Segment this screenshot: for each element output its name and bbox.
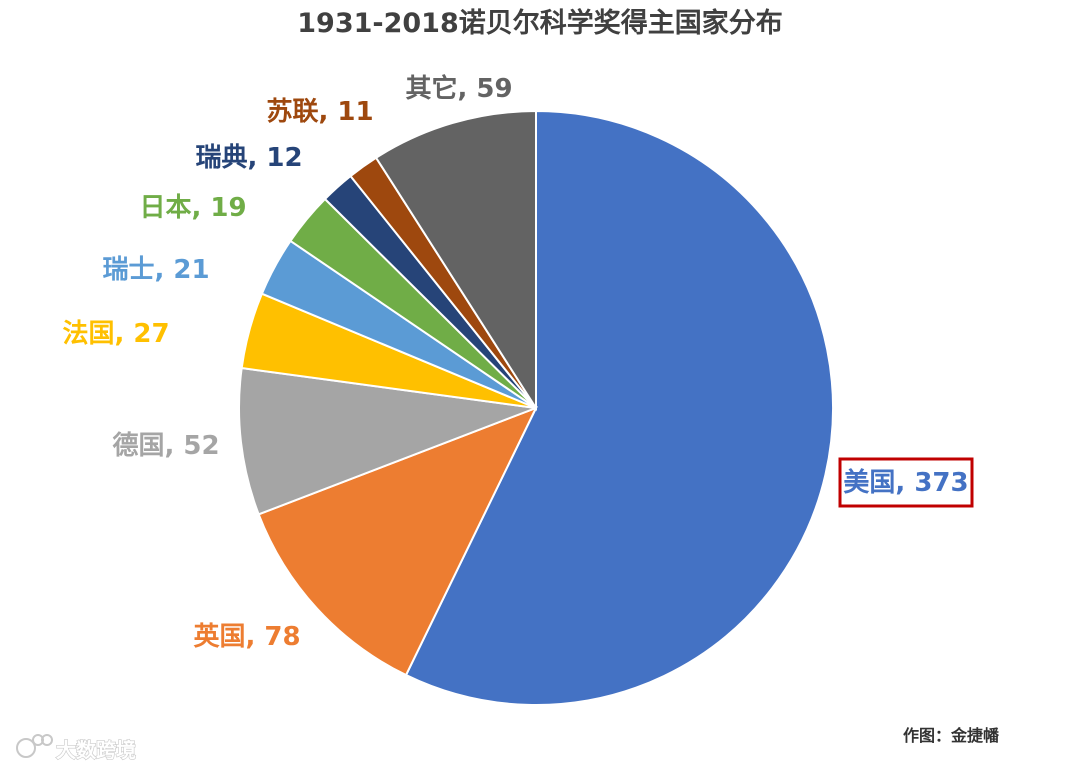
slice-label: 其它, 59: [405, 73, 512, 104]
chart-title: 1931-2018诺贝尔科学奖得主国家分布: [297, 7, 783, 39]
slice-label: 德国, 52: [112, 431, 219, 461]
pie-slice: [404, 109, 834, 706]
author-credit: 作图：金捷幡: [903, 726, 1000, 745]
highlight-box: [838, 457, 974, 508]
pie-slice: [238, 366, 537, 516]
pie-slice: [374, 109, 537, 412]
pie-slices: [238, 109, 834, 706]
watermark: 大数跨境: [16, 734, 137, 763]
pie-slice: [257, 406, 539, 677]
slice-label: 英国, 78: [193, 622, 300, 652]
slice-label: 瑞典, 12: [195, 143, 302, 173]
slice-label: 美国, 373: [843, 467, 968, 498]
watermark-logo-icon: [16, 734, 53, 758]
watermark-text: 大数跨境: [56, 738, 136, 762]
slice-label: 苏联, 11: [266, 97, 373, 127]
slice-label: 法国, 27: [62, 319, 169, 349]
pie-labels: 美国, 373 英国, 78 德国, 52 法国, 27 瑞士, 21 日本, 19 瑞典,…: [62, 73, 968, 652]
slice-label: 瑞士, 21: [102, 255, 209, 285]
slice-label: 日本, 19: [139, 193, 246, 223]
